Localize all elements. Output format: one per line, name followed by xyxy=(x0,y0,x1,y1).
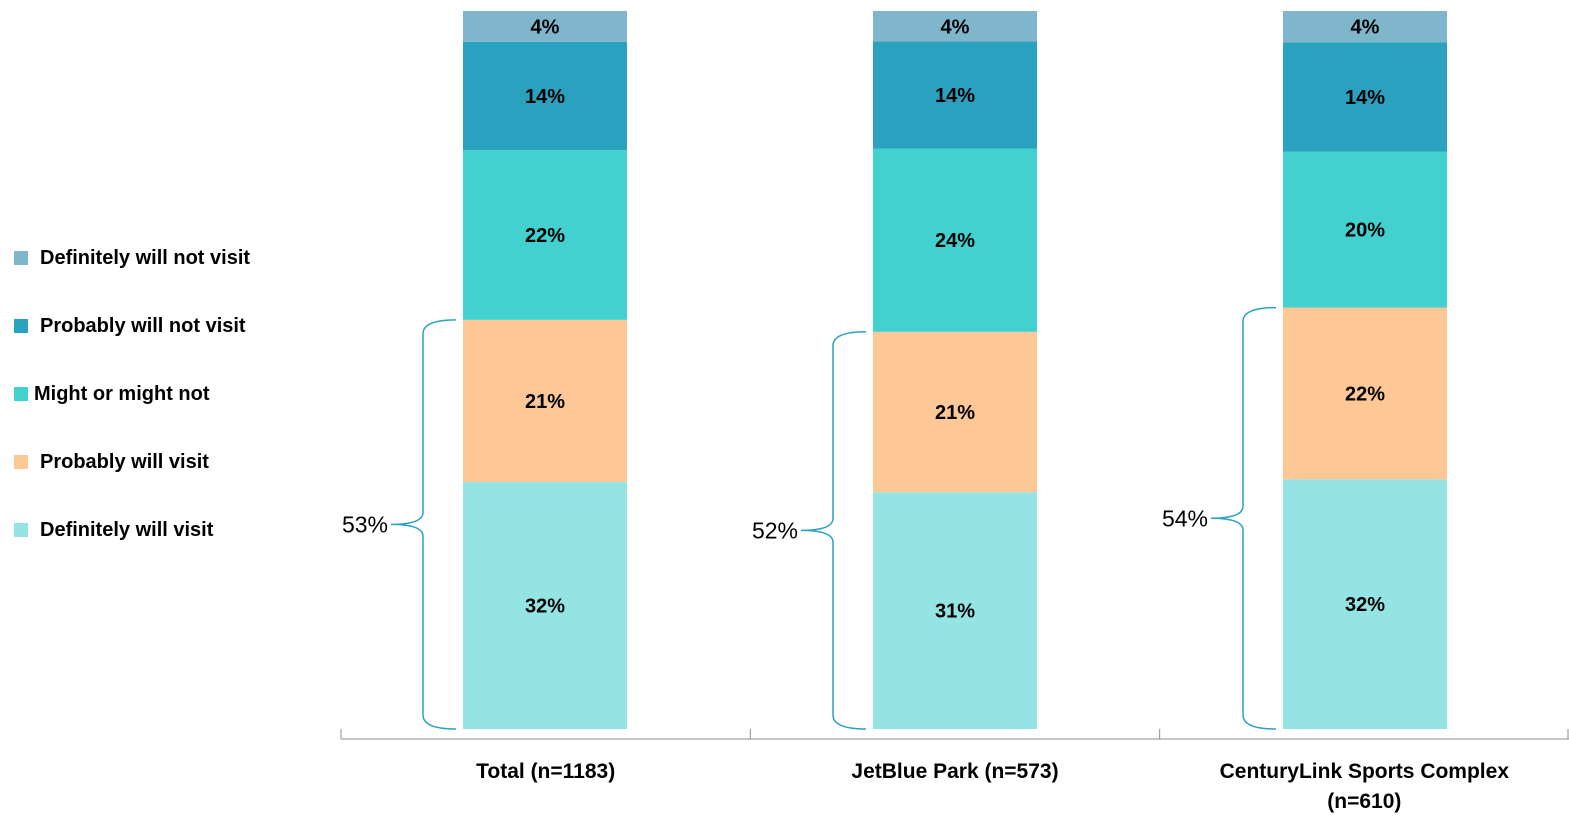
data-label: 32% xyxy=(1345,594,1385,616)
bar-segment xyxy=(463,319,627,482)
bar-segment xyxy=(1283,307,1447,480)
bracket-label: 54% xyxy=(1162,505,1208,531)
bar-segment xyxy=(1283,42,1447,152)
data-label: 21% xyxy=(935,402,975,424)
bar-segment xyxy=(873,11,1037,42)
bar-segment xyxy=(463,481,627,729)
x-tick-label: (n=610) xyxy=(1327,790,1401,813)
legend-swatch xyxy=(14,387,28,401)
x-tick-label: JetBlue Park (n=573) xyxy=(851,760,1058,783)
bar-segment xyxy=(873,331,1037,493)
data-label: 22% xyxy=(1345,383,1385,405)
bracket xyxy=(390,319,457,730)
data-label: 24% xyxy=(935,230,975,252)
legend-item: Probably will not visit xyxy=(14,292,250,360)
data-label: 4% xyxy=(1351,17,1380,39)
data-label: 32% xyxy=(525,595,565,617)
data-label: 14% xyxy=(935,85,975,107)
data-label: 14% xyxy=(1345,87,1385,109)
bar-segment xyxy=(1283,11,1447,43)
legend-swatch xyxy=(14,251,28,265)
bar-segment xyxy=(1283,479,1447,729)
data-label: 4% xyxy=(941,16,970,38)
bracket-label: 53% xyxy=(342,511,388,537)
x-tick-label: Total (n=1183) xyxy=(476,760,615,783)
legend-label: Definitely will visit xyxy=(40,518,214,541)
data-label: 20% xyxy=(1345,220,1385,242)
legend-item: Might or might not xyxy=(14,360,250,428)
data-label: 4% xyxy=(531,16,560,38)
legend-label: Probably will visit xyxy=(40,450,209,473)
legend-swatch xyxy=(14,523,28,537)
legend-item: Definitely will not visit xyxy=(14,224,250,292)
data-label: 31% xyxy=(935,601,975,623)
legend-item: Probably will visit xyxy=(14,428,250,496)
legend: Definitely will not visit Probably will … xyxy=(14,224,250,564)
bracket xyxy=(1210,306,1277,730)
bar-segment xyxy=(873,41,1037,149)
legend-swatch xyxy=(14,319,28,333)
legend-label: Probably will not visit xyxy=(40,314,246,337)
bracket-label: 52% xyxy=(752,517,798,543)
legend-label: Might or might not xyxy=(34,382,210,405)
bar-segment xyxy=(463,41,627,150)
data-label: 14% xyxy=(525,86,565,108)
bar-segment xyxy=(873,492,1037,729)
bar-segment xyxy=(463,11,627,42)
bar-segment xyxy=(463,149,627,320)
data-label: 22% xyxy=(525,225,565,247)
bracket xyxy=(800,331,867,730)
bar-segment xyxy=(873,148,1037,332)
legend-swatch xyxy=(14,455,28,469)
legend-item: Definitely will visit xyxy=(14,496,250,564)
legend-label: Definitely will not visit xyxy=(40,246,251,269)
x-tick-label: CenturyLink Sports Complex xyxy=(1220,760,1510,783)
bar-segment xyxy=(1283,151,1447,308)
data-label: 21% xyxy=(525,391,565,413)
